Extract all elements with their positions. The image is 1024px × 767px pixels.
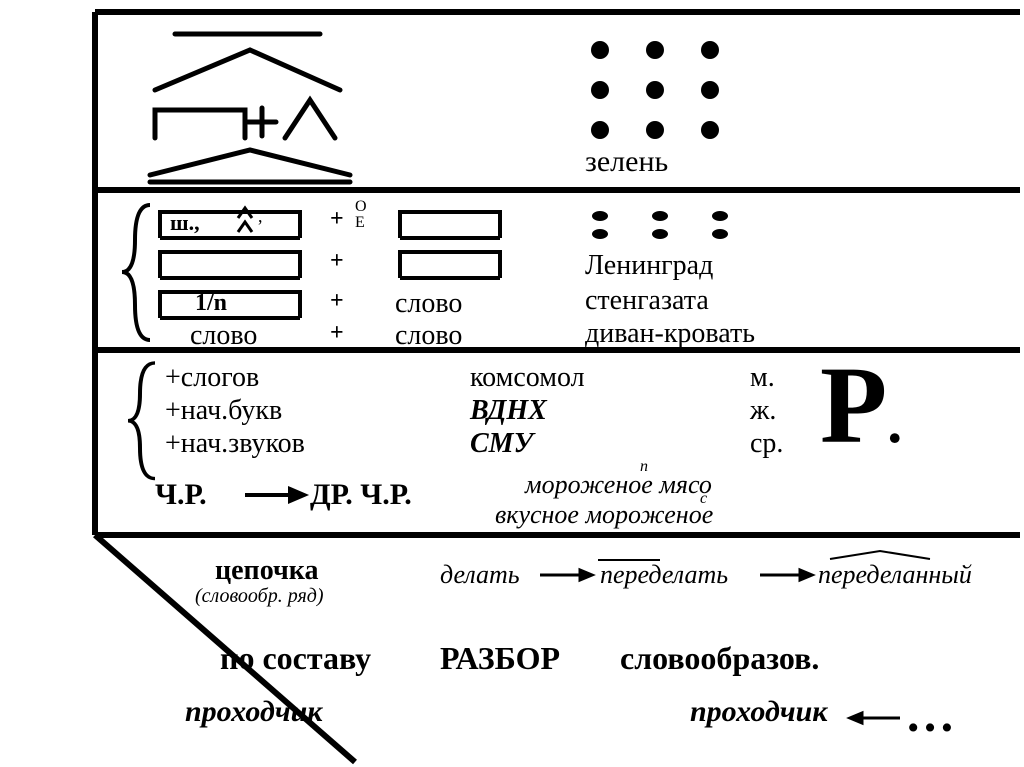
panel4-heading-mid: РАЗБОР bbox=[440, 640, 560, 677]
panel2-plus-4: + bbox=[330, 320, 344, 347]
panel2-plus-3: + bbox=[330, 288, 344, 315]
panel3-annot-bot: с bbox=[700, 490, 707, 508]
panel2-comma: , bbox=[258, 206, 263, 227]
panel3-annot-top: п bbox=[640, 458, 648, 476]
panel3-line-c: +нач.звуков bbox=[165, 428, 305, 460]
panel3-transition-left: Ч.Р. bbox=[155, 478, 207, 512]
panel3-big-R: Р. bbox=[820, 350, 902, 460]
panel4-heading-left: по составу bbox=[220, 640, 371, 677]
panel2-ex2: стенгазата bbox=[585, 285, 709, 317]
panel2-plus-2: + bbox=[330, 248, 344, 275]
panel3-phrase-bot: вкусное мороженое bbox=[495, 500, 713, 530]
panel3-gender-f: ж. bbox=[750, 395, 776, 427]
panel3-ex-b: ВДНХ bbox=[470, 395, 547, 427]
panel4-chain-sub: (словообр. ряд) bbox=[195, 585, 324, 608]
panel4-seq-2: переделанный bbox=[818, 560, 972, 590]
panel2-ex3: диван-кровать bbox=[585, 318, 755, 350]
panel2-oe-bot: Е bbox=[355, 214, 365, 232]
panel3-gender-n: ср. bbox=[750, 428, 783, 460]
panel2-box1-sh: ш., bbox=[170, 210, 200, 236]
panel1-label: зелень bbox=[585, 145, 668, 179]
panel4-example-left: проходчик bbox=[185, 695, 322, 729]
panel4-example-right: проходчик bbox=[690, 695, 827, 729]
panel4-seq-1: переделать bbox=[600, 560, 728, 590]
panel3-gender-m: м. bbox=[750, 362, 775, 394]
panel3-ex-a: комсомол bbox=[470, 362, 585, 394]
panel4-chain-label: цепочка bbox=[215, 555, 318, 587]
panel3-ex-c: СМУ bbox=[470, 428, 533, 460]
panel3-phrase-top: мороженое мясо bbox=[525, 470, 712, 500]
panel4-dots: … bbox=[905, 685, 955, 743]
panel3-line-a: +слогов bbox=[165, 362, 259, 394]
panel2-slovo-r4: слово bbox=[395, 320, 462, 352]
panel4-seq-0: делать bbox=[440, 560, 520, 590]
panel2-1n: 1/n bbox=[195, 290, 227, 317]
panel2-slovo-r3: слово bbox=[395, 288, 462, 320]
panel3-transition-right: ДР. Ч.Р. bbox=[310, 478, 412, 512]
panel4-heading-right: словообразов. bbox=[620, 640, 819, 677]
panel3-line-b: +нач.букв bbox=[165, 395, 282, 427]
panel2-plus-1: + bbox=[330, 206, 344, 233]
panel2-ex1: Ленинград bbox=[585, 250, 713, 282]
panel2-slovo-l4: слово bbox=[190, 320, 257, 352]
